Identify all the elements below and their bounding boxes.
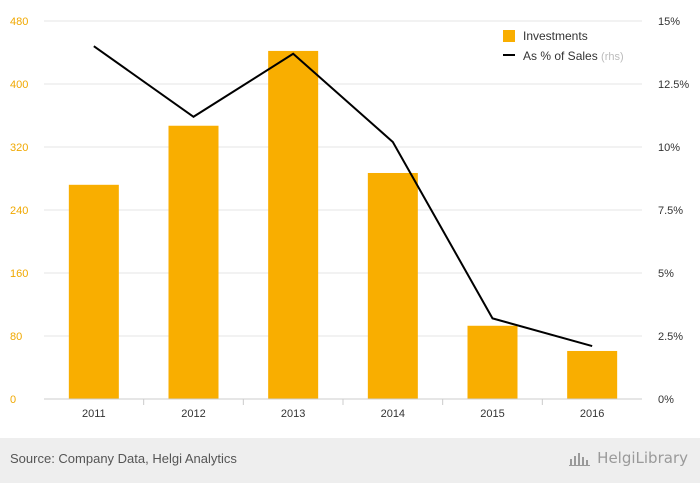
x-tick-label: 2014 <box>381 408 405 420</box>
legend: Investments As % of Sales (rhs) <box>503 29 624 63</box>
bar <box>367 172 418 399</box>
left-tick-label: 480 <box>10 16 28 28</box>
right-tick-label: 10% <box>658 142 680 154</box>
left-tick-label: 80 <box>10 331 22 343</box>
legend-note-rhs: (rhs) <box>601 51 624 63</box>
bar <box>467 325 518 399</box>
x-tick-label: 2011 <box>82 408 106 420</box>
source-note: Source: Company Data, Helgi Analytics <box>10 451 237 466</box>
left-tick-label: 320 <box>10 142 28 154</box>
right-tick-label: 12.5% <box>658 79 689 91</box>
x-axis: 2011 2012 2013 2014 2015 2016 <box>44 398 642 420</box>
legend-label-sales-pct: As % of Sales (rhs) <box>523 49 624 63</box>
helgi-logo[interactable]: HelgiLibrary <box>569 449 688 467</box>
right-tick-label: 7.5% <box>658 205 683 217</box>
right-tick-label: 0% <box>658 394 674 406</box>
left-tick-label: 0 <box>10 394 16 406</box>
legend-label-investments: Investments <box>523 29 588 43</box>
series-line <box>93 45 593 348</box>
left-tick-label: 240 <box>10 205 28 217</box>
left-tick-label: 160 <box>10 268 28 280</box>
bar <box>68 184 119 399</box>
left-axis: 0 80 160 240 320 400 480 <box>10 16 28 406</box>
x-tick-label: 2013 <box>281 408 305 420</box>
right-axis: 0% 2.5% 5% 7.5% 10% 12.5% 15% <box>658 16 689 406</box>
bar <box>268 50 319 400</box>
logo-text: HelgiLibrary <box>597 449 688 467</box>
chart: 0 80 160 240 320 400 480 0% 2.5% 5% 7.5% 10% 12.5% 1… <box>10 16 689 420</box>
grid-lines <box>44 20 642 337</box>
x-tick-label: 2012 <box>181 408 205 420</box>
bar <box>168 125 219 400</box>
x-tick-label: 2015 <box>480 408 504 420</box>
right-tick-label: 5% <box>658 268 674 280</box>
line-series-sales-pct <box>93 45 593 348</box>
bar-chart-icon <box>569 453 591 466</box>
bar-series-investments <box>68 50 618 400</box>
right-tick-label: 2.5% <box>658 331 683 343</box>
left-tick-label: 400 <box>10 79 28 91</box>
bar <box>567 350 618 399</box>
x-tick-label: 2016 <box>580 408 604 420</box>
legend-swatch-investments <box>503 30 515 42</box>
right-tick-label: 15% <box>658 16 680 28</box>
